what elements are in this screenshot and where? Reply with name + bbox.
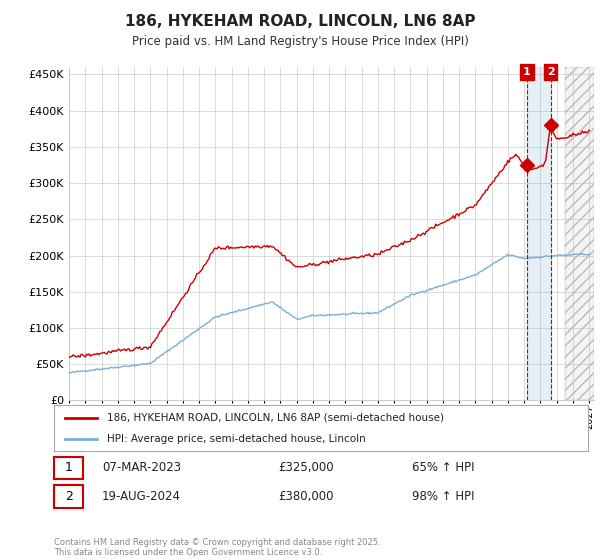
Bar xyxy=(565,67,594,400)
Text: 2: 2 xyxy=(65,490,73,503)
Bar xyxy=(527,67,551,400)
Text: £380,000: £380,000 xyxy=(278,490,334,503)
Bar xyxy=(54,486,83,508)
Text: 186, HYKEHAM ROAD, LINCOLN, LN6 8AP: 186, HYKEHAM ROAD, LINCOLN, LN6 8AP xyxy=(125,14,475,29)
Text: HPI: Average price, semi-detached house, Lincoln: HPI: Average price, semi-detached house,… xyxy=(107,435,366,444)
Text: 2: 2 xyxy=(547,67,554,77)
Text: Contains HM Land Registry data © Crown copyright and database right 2025.
This d: Contains HM Land Registry data © Crown c… xyxy=(54,538,380,557)
Text: 65% ↑ HPI: 65% ↑ HPI xyxy=(412,461,474,474)
Text: £325,000: £325,000 xyxy=(278,461,334,474)
Text: 98% ↑ HPI: 98% ↑ HPI xyxy=(412,490,474,503)
Bar xyxy=(54,456,83,479)
Text: 186, HYKEHAM ROAD, LINCOLN, LN6 8AP (semi-detached house): 186, HYKEHAM ROAD, LINCOLN, LN6 8AP (sem… xyxy=(107,413,445,423)
Text: 19-AUG-2024: 19-AUG-2024 xyxy=(102,490,181,503)
Text: 1: 1 xyxy=(523,67,531,77)
Text: Price paid vs. HM Land Registry's House Price Index (HPI): Price paid vs. HM Land Registry's House … xyxy=(131,35,469,48)
Text: 1: 1 xyxy=(65,461,73,474)
Bar xyxy=(565,67,594,400)
Text: 07-MAR-2023: 07-MAR-2023 xyxy=(102,461,181,474)
